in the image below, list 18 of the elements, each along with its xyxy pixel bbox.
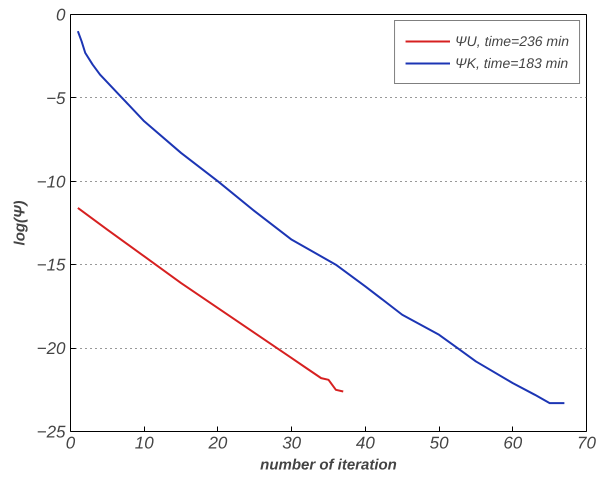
y-tick-label: −5 — [46, 88, 66, 108]
y-tick-label: −25 — [36, 422, 66, 442]
x-axis-title: number of iteration — [260, 456, 397, 474]
x-tick-label: 30 — [282, 434, 302, 452]
legend-label: ΨK, time=183 min — [455, 55, 568, 71]
x-tick-label: 40 — [356, 434, 376, 452]
x-tick-label: 50 — [430, 434, 450, 452]
x-tick-label: 10 — [134, 434, 154, 452]
x-tick-label: 70 — [577, 434, 596, 452]
y-tick-label: −20 — [36, 339, 66, 358]
x-tick-label: 20 — [207, 434, 228, 452]
legend-label: ΨU, time=236 min — [455, 33, 569, 49]
line-series — [76, 206, 344, 392]
y-tick-label: 0 — [56, 6, 66, 24]
x-tick-label: 60 — [503, 434, 523, 452]
y-tick-label: −15 — [36, 256, 66, 275]
y-tick-label: −10 — [36, 172, 66, 192]
y-axis-title: log(Ψ) — [12, 200, 29, 246]
